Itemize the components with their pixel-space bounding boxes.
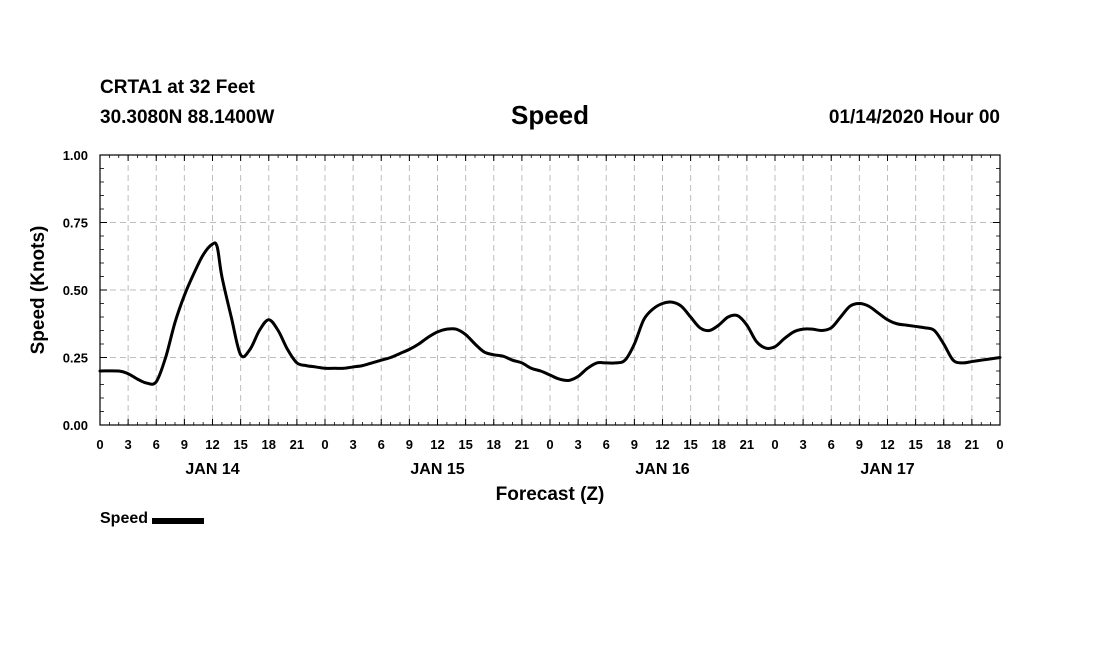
x-tick-label: 3 (800, 437, 807, 452)
x-tick-label: 21 (740, 437, 754, 452)
x-tick-label: 0 (96, 437, 103, 452)
y-tick-label: 1.00 (63, 148, 88, 163)
plot-frame (99, 154, 1001, 426)
day-label: JAN 15 (410, 461, 464, 478)
x-tick-label: 18 (487, 437, 501, 452)
x-tick-label: 21 (515, 437, 529, 452)
x-tick-label: 21 (290, 437, 304, 452)
x-tick-label: 6 (603, 437, 610, 452)
x-tick-label: 18 (712, 437, 726, 452)
x-tick-label: 6 (153, 437, 160, 452)
x-tick-label: 12 (430, 437, 444, 452)
x-tick-label: 12 (655, 437, 669, 452)
day-label: JAN 16 (635, 461, 689, 478)
legend-swatch (152, 518, 205, 524)
x-tick-label: 9 (181, 437, 188, 452)
x-tick-label: 21 (965, 437, 979, 452)
x-tick-label: 18 (937, 437, 951, 452)
speed-series-line (98, 241, 1002, 386)
day-label: JAN 17 (860, 461, 914, 478)
x-tick-label: 12 (880, 437, 894, 452)
x-tick-label: 15 (233, 437, 247, 452)
x-tick-label: 9 (406, 437, 413, 452)
grid-lines (100, 155, 1000, 425)
x-tick-label: 15 (908, 437, 922, 452)
y-tick-label: 0.50 (63, 283, 88, 298)
y-axis-title: Speed (Knots) (28, 226, 49, 355)
x-axis-title: Forecast (Z) (496, 484, 605, 505)
x-tick-label: 0 (321, 437, 328, 452)
x-tick-label: 15 (458, 437, 472, 452)
x-tick-label: 0 (996, 437, 1003, 452)
x-tick-label: 3 (350, 437, 357, 452)
legend-label: Speed (100, 510, 149, 527)
x-tick-label: 3 (125, 437, 132, 452)
x-tick-label: 18 (262, 437, 276, 452)
x-tick-label: 6 (828, 437, 835, 452)
day-label: JAN 14 (185, 461, 239, 478)
x-tick-label: 12 (205, 437, 219, 452)
x-tick-label: 9 (856, 437, 863, 452)
y-tick-label: 0.00 (63, 418, 88, 433)
x-tick-label: 3 (575, 437, 582, 452)
station-label: CRTA1 at 32 Feet (100, 77, 255, 98)
x-tick-label: 9 (631, 437, 638, 452)
x-tick-label: 6 (378, 437, 385, 452)
axes (99, 154, 1001, 426)
x-tick-label: 15 (683, 437, 697, 452)
y-tick-label: 0.75 (63, 216, 88, 231)
coordinates-label: 30.3080N 88.1400W (100, 107, 275, 128)
x-tick-label: 0 (546, 437, 553, 452)
series-layer (98, 241, 1002, 386)
x-tick-label: 0 (771, 437, 778, 452)
forecast-date-label: 01/14/2020 Hour 00 (828, 107, 1000, 128)
axis-labels: 0 3 6 9 12 15 18 21 0 3 6 9 12 15 18 21 0 3 6 9 12 15 18 21 0 3 6 9… (63, 148, 1004, 478)
y-tick-label: 0.25 (63, 351, 88, 366)
chart-title: Speed (510, 100, 590, 130)
legend: Speed (100, 510, 205, 528)
